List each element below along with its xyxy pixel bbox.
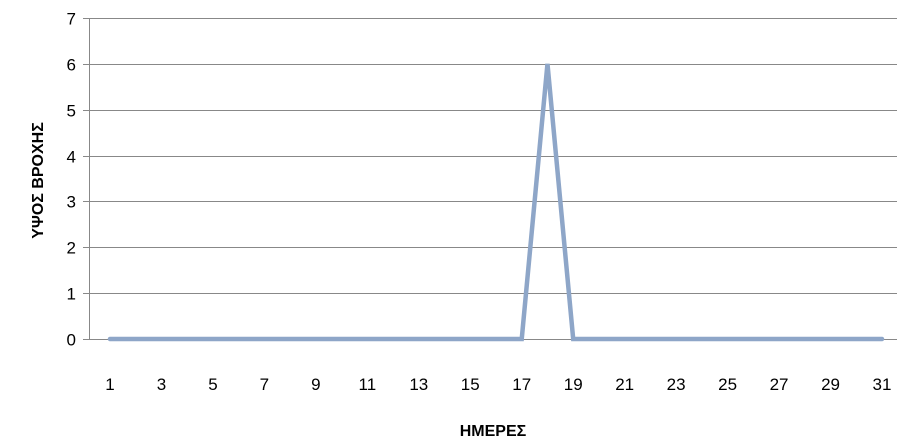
x-tick-label: 21 xyxy=(615,375,634,394)
y-tick-label: 7 xyxy=(67,10,76,29)
x-tick-label: 11 xyxy=(359,375,377,394)
x-tick-label: 23 xyxy=(667,375,686,394)
y-tick-label: 0 xyxy=(67,331,76,350)
x-axis-title: ΗΜΕΡΕΣ xyxy=(460,423,527,440)
series-layer xyxy=(107,63,885,342)
series-line-0 xyxy=(107,63,885,342)
y-axis-title: ΥΨΟΣ ΒΡΟΧΗΣ xyxy=(30,122,47,239)
x-tick-label: 29 xyxy=(821,375,840,394)
x-tick-label: 17 xyxy=(512,375,531,394)
x-tick-label: 15 xyxy=(461,375,480,394)
x-tick-label: 3 xyxy=(157,375,166,394)
y-tick-label: 3 xyxy=(67,193,76,212)
y-tick-label: 1 xyxy=(67,285,76,304)
x-tick-labels: 1 3 5 7 9 11 13 15 17 19 21 23 25 27 29 31 xyxy=(105,375,891,394)
y-tick-label: 6 xyxy=(67,56,76,75)
x-tick-label: 31 xyxy=(873,375,892,394)
x-tick-label: 7 xyxy=(260,375,269,394)
x-tick-label: 1 xyxy=(105,375,114,394)
x-tick-label: 25 xyxy=(718,375,737,394)
y-tick-label: 4 xyxy=(67,148,76,167)
x-tick-label: 9 xyxy=(311,375,320,394)
grid-lines xyxy=(89,18,897,294)
y-tick-labels: 0 1 2 3 4 5 6 7 xyxy=(67,10,76,350)
axes xyxy=(83,18,897,340)
x-tick-label: 19 xyxy=(564,375,583,394)
x-tick-label: 27 xyxy=(770,375,789,394)
x-tick-label: 5 xyxy=(208,375,217,394)
y-tick-label: 2 xyxy=(67,239,76,258)
x-tick-label: 13 xyxy=(409,375,428,394)
y-tick-label: 5 xyxy=(67,102,76,121)
